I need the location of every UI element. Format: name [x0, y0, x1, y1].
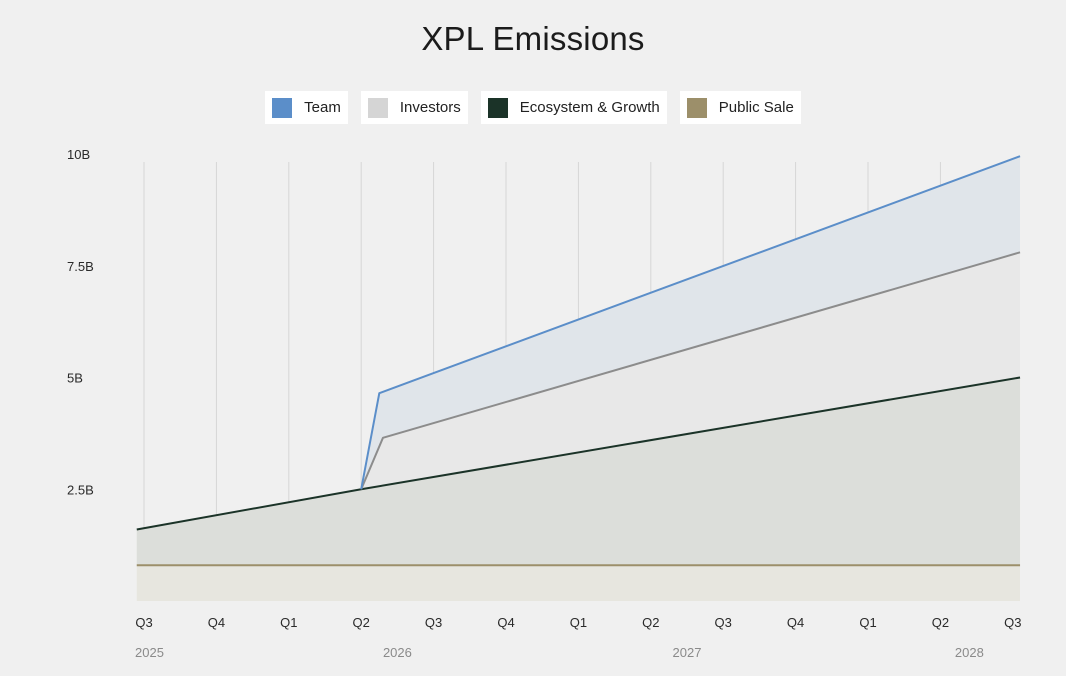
x-tick-label: Q2	[353, 615, 370, 630]
legend-label-team: Team	[304, 99, 341, 116]
legend-swatch-public-sale	[686, 97, 707, 118]
y-axis: 2.5B 5B 7.5B 10B	[67, 147, 94, 497]
x-tick-label: Q3	[425, 615, 442, 630]
legend-swatch-team	[272, 97, 293, 118]
area-investors	[361, 252, 1021, 490]
legend-label-public-sale: Public Sale	[718, 99, 794, 116]
x-tick-label: Q2	[932, 615, 949, 630]
x-tick-label: Q3	[715, 615, 732, 630]
area-ecosystem-growth	[136, 377, 1021, 566]
y-tick-label: 7.5B	[67, 259, 94, 274]
x-tick-label: Q1	[859, 615, 876, 630]
year-label: 2025	[135, 645, 164, 660]
line-team	[360, 155, 1021, 490]
x-tick-label: Q1	[570, 615, 587, 630]
x-tick-label: Q4	[787, 615, 804, 630]
x-tick-label: Q3	[135, 615, 152, 630]
legend-item-investors[interactable]: Investors	[360, 91, 468, 124]
x-tick-label: Q4	[208, 615, 225, 630]
area-team	[361, 156, 1021, 490]
year-label: 2026	[383, 645, 412, 660]
year-label: 2027	[673, 645, 702, 660]
x-tick-label: Q1	[280, 615, 297, 630]
legend-swatch-investors	[367, 97, 388, 118]
legend-label-investors: Investors	[399, 99, 461, 116]
legend: Team Investors Ecosystem & Growth Public…	[0, 91, 1066, 124]
legend-item-team[interactable]: Team	[265, 91, 348, 124]
chart-title: XPL Emissions	[421, 20, 645, 57]
y-tick-label: 5B	[67, 371, 83, 386]
y-tick-label: 10B	[67, 147, 90, 162]
x-tick-label: Q4	[497, 615, 514, 630]
year-label: 2028	[955, 645, 984, 660]
line-investors	[360, 251, 1021, 490]
legend-item-public-sale[interactable]: Public Sale	[679, 91, 801, 124]
legend-label-ecosystem-growth: Ecosystem & Growth	[519, 99, 660, 116]
y-tick-label: 2.5B	[67, 482, 94, 497]
legend-swatch-ecosystem-growth	[487, 97, 508, 118]
area-public-sale	[136, 565, 1021, 601]
x-tick-label: Q3	[1004, 615, 1021, 630]
legend-item-ecosystem-growth[interactable]: Ecosystem & Growth	[480, 91, 667, 124]
x-axis: Q3 Q4 Q1 Q2 Q3 Q4 Q1 Q2 Q3 Q4 Q1 Q2 Q3 2025 2026 2027 20…	[135, 615, 1021, 660]
x-tick-label: Q2	[642, 615, 659, 630]
